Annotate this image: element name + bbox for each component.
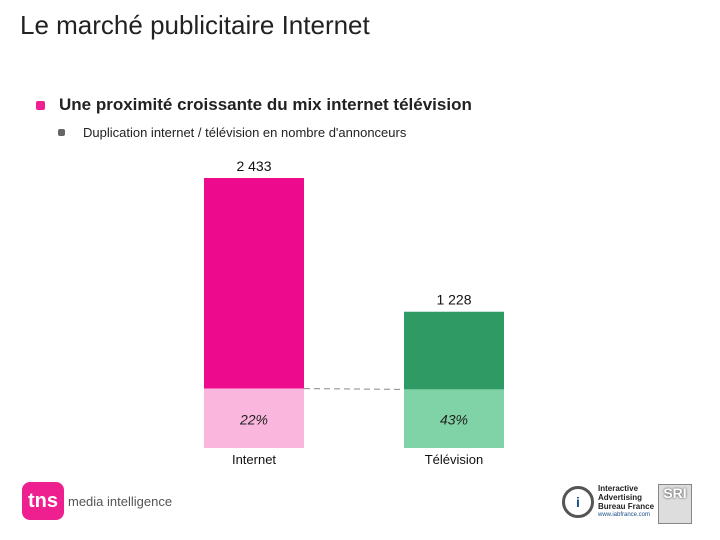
sri-logo: SRI	[658, 484, 692, 524]
iab-logo: i Interactive Advertising Bureau France …	[562, 484, 654, 520]
category-label: Télévision	[425, 452, 484, 467]
bullet-square-icon	[36, 100, 45, 110]
main-bullet: Une proximité croissante du mix internet…	[36, 95, 472, 115]
iab-line-1: Interactive	[598, 484, 639, 493]
page-title: Le marché publicitaire Internet	[20, 10, 370, 40]
tns-suffix: media intelligence	[68, 493, 173, 509]
iab-url: www.iabfrance.com	[598, 512, 651, 518]
duplication-connector	[303, 388, 405, 390]
main-bullet-text: Une proximité croissante du mix internet…	[59, 95, 472, 114]
bullet-square-small-icon	[58, 129, 65, 136]
sub-bullet: Duplication internet / télévision en nom…	[58, 125, 406, 140]
tns-mark: tns	[22, 482, 64, 520]
category-label: Internet	[232, 452, 276, 467]
percent-label: 43%	[440, 412, 468, 428]
value-label: 1 228	[436, 292, 471, 308]
bar-duplication-internet	[204, 388, 304, 448]
iab-line-2: Advertising	[598, 493, 643, 502]
tns-logo: tns media intelligence	[22, 482, 172, 520]
bar-internet	[204, 178, 304, 389]
bar-duplication-television	[404, 389, 504, 448]
iab-text: Interactive Advertising Bureau France ww…	[598, 484, 654, 520]
bar-television	[404, 311, 504, 390]
iab-info-icon: i	[562, 486, 594, 518]
percent-label: 22%	[239, 411, 268, 427]
value-label: 2 433	[236, 158, 271, 174]
iab-line-3: Bureau France	[598, 502, 655, 511]
sub-bullet-text: Duplication internet / télévision en nom…	[83, 125, 407, 140]
